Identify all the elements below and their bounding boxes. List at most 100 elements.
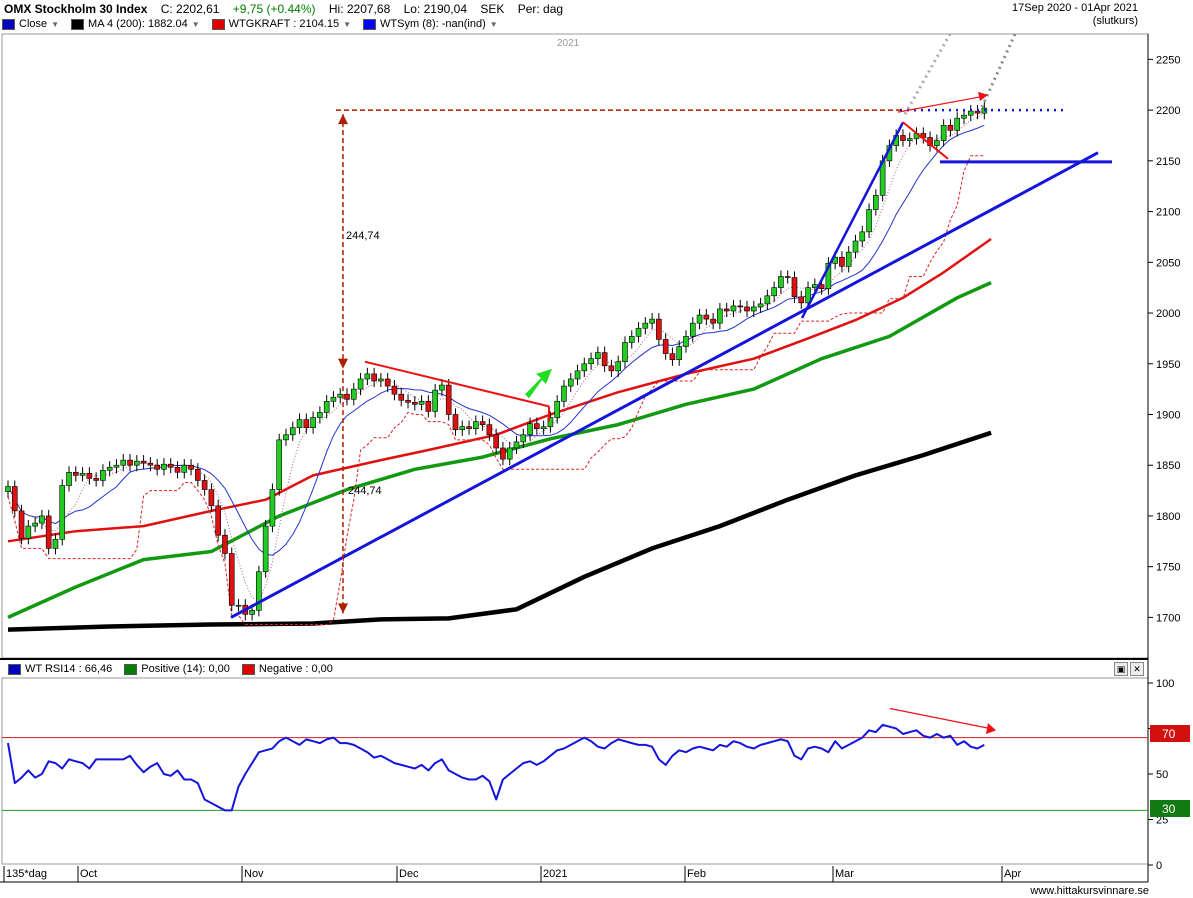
legend-swatch — [241, 663, 255, 675]
candle-body — [378, 378, 384, 382]
measure-label-bottom: 244,74 — [348, 485, 382, 497]
legend-item-ma200[interactable]: MA 4 (200): 1882.04 ▼ — [71, 18, 200, 30]
close-icon[interactable]: ✕ — [1130, 662, 1144, 676]
dropdown-arrow-icon[interactable]: ▼ — [191, 19, 200, 29]
rsi-y-tick-label: 25 — [1156, 815, 1168, 827]
candle-body — [425, 400, 432, 412]
series-line-wtgkraft — [7, 237, 992, 543]
rsi-70-badge — [1150, 725, 1190, 742]
x-tick-label: Apr — [1004, 868, 1021, 880]
candle-body — [934, 140, 940, 146]
candle-body — [188, 464, 194, 470]
candle-body — [845, 251, 852, 267]
candle-body — [947, 125, 954, 131]
candle-body — [873, 195, 879, 210]
candle-body — [330, 396, 337, 402]
candle-body — [595, 352, 601, 359]
candle-body — [296, 419, 303, 428]
rsi-legend: WT RSI14 : 66,46 Positive (14): 0,00 Neg… — [8, 663, 333, 675]
y-tick-label: 2200 — [1156, 105, 1180, 117]
rsi-70-badge-text: 70 — [1162, 727, 1176, 741]
candle-body — [384, 378, 391, 387]
candle-body — [154, 464, 160, 470]
legend-label: WT RSI14 : 66,46 — [25, 663, 113, 675]
date-range: 17Sep 2020 - 01Apr 2021 (slutkurs) — [1012, 2, 1138, 28]
candle-body — [411, 402, 418, 405]
candle-body — [628, 336, 635, 343]
candle-body — [764, 295, 771, 305]
series-line-green-ma — [7, 281, 992, 619]
candle-body — [337, 393, 344, 398]
candle-body — [120, 459, 127, 466]
candle-body — [493, 434, 499, 449]
legend-label: Positive (14): 0,00 — [141, 663, 230, 675]
candle-body — [391, 385, 398, 395]
candle-body — [93, 478, 99, 481]
candle-body — [900, 135, 906, 141]
y-tick-label: 2050 — [1156, 257, 1180, 269]
close-value: C: 2202,61 — [160, 2, 220, 16]
candle-body — [479, 421, 486, 425]
candle-body — [323, 400, 330, 413]
rsi-legend-item[interactable]: WT RSI14 : 66,46 — [8, 663, 112, 675]
dropdown-arrow-icon[interactable]: ▼ — [343, 19, 352, 29]
quote-line: OMX Stockholm 30 Index C: 2202,61 +9,75 … — [4, 2, 573, 16]
candle-body — [608, 365, 615, 372]
rsi-divergence-arrow-head — [986, 723, 996, 734]
candle-body — [147, 462, 154, 466]
dropdown-arrow-icon[interactable]: ▼ — [51, 19, 60, 29]
legend-label: WTGKRAFT : 2104.15 — [228, 18, 340, 30]
candle-body — [11, 486, 18, 512]
candle-body — [32, 522, 38, 527]
candle-body — [222, 534, 228, 554]
year-label: 2021 — [557, 38, 580, 49]
legend-item-close[interactable]: Close ▼ — [2, 18, 59, 30]
legend-label: MA 4 (200): 1882.04 — [88, 18, 188, 30]
candle-body — [642, 322, 649, 329]
candle-body — [310, 417, 316, 428]
y-tick-label: 1850 — [1156, 460, 1180, 472]
candle-body — [750, 306, 757, 312]
candle-body — [106, 466, 113, 471]
candle-body — [208, 489, 215, 507]
candle-body — [805, 287, 811, 304]
y-tick-label: 1700 — [1156, 612, 1180, 624]
candle-body — [974, 110, 981, 114]
x-tick-label: Dec — [399, 868, 419, 880]
index-title: OMX Stockholm 30 Index — [4, 2, 148, 16]
y-tick-label: 1750 — [1156, 562, 1180, 574]
candle-body — [696, 314, 703, 324]
series-line-trailing-stop — [7, 155, 985, 625]
candle-body — [649, 318, 655, 324]
candle-body — [181, 464, 188, 473]
period-label: Per: dag — [517, 2, 564, 16]
candle-body — [574, 370, 581, 380]
x-tick-label: Feb — [687, 868, 706, 880]
measure-arrow-up — [338, 114, 348, 125]
candle-body — [547, 417, 554, 427]
candle-body — [289, 427, 296, 436]
candle-body — [486, 424, 493, 436]
candle-body — [527, 423, 533, 436]
restore-icon[interactable]: ▣ — [1114, 662, 1128, 676]
rsi-legend-item[interactable]: Positive (14): 0,00 — [124, 663, 230, 675]
candle-body — [940, 125, 947, 141]
candle-body — [52, 538, 59, 549]
candle-body — [757, 303, 764, 308]
legend-item-wtsym[interactable]: WTSym (8): -nan(ind) ▼ — [363, 18, 498, 30]
candle-body — [357, 378, 364, 390]
candle-body — [622, 342, 628, 363]
rsi-legend-item[interactable]: Negative : 0,00 — [241, 663, 333, 675]
price-legend: Close ▼ MA 4 (200): 1882.04 ▼ WTGKRAFT :… — [2, 18, 498, 30]
candle-body — [262, 525, 269, 573]
candle-body — [520, 434, 527, 443]
y-tick-label: 1800 — [1156, 511, 1180, 523]
dropdown-arrow-icon[interactable]: ▼ — [489, 19, 498, 29]
candle-body — [276, 439, 283, 490]
flagpole-line — [800, 121, 905, 319]
candle-body — [866, 209, 872, 233]
flag-line — [902, 121, 949, 160]
candle-body — [371, 373, 377, 382]
x-tick-label: Oct — [80, 868, 97, 880]
legend-item-wtgkraft[interactable]: WTGKRAFT : 2104.15 ▼ — [211, 18, 352, 30]
